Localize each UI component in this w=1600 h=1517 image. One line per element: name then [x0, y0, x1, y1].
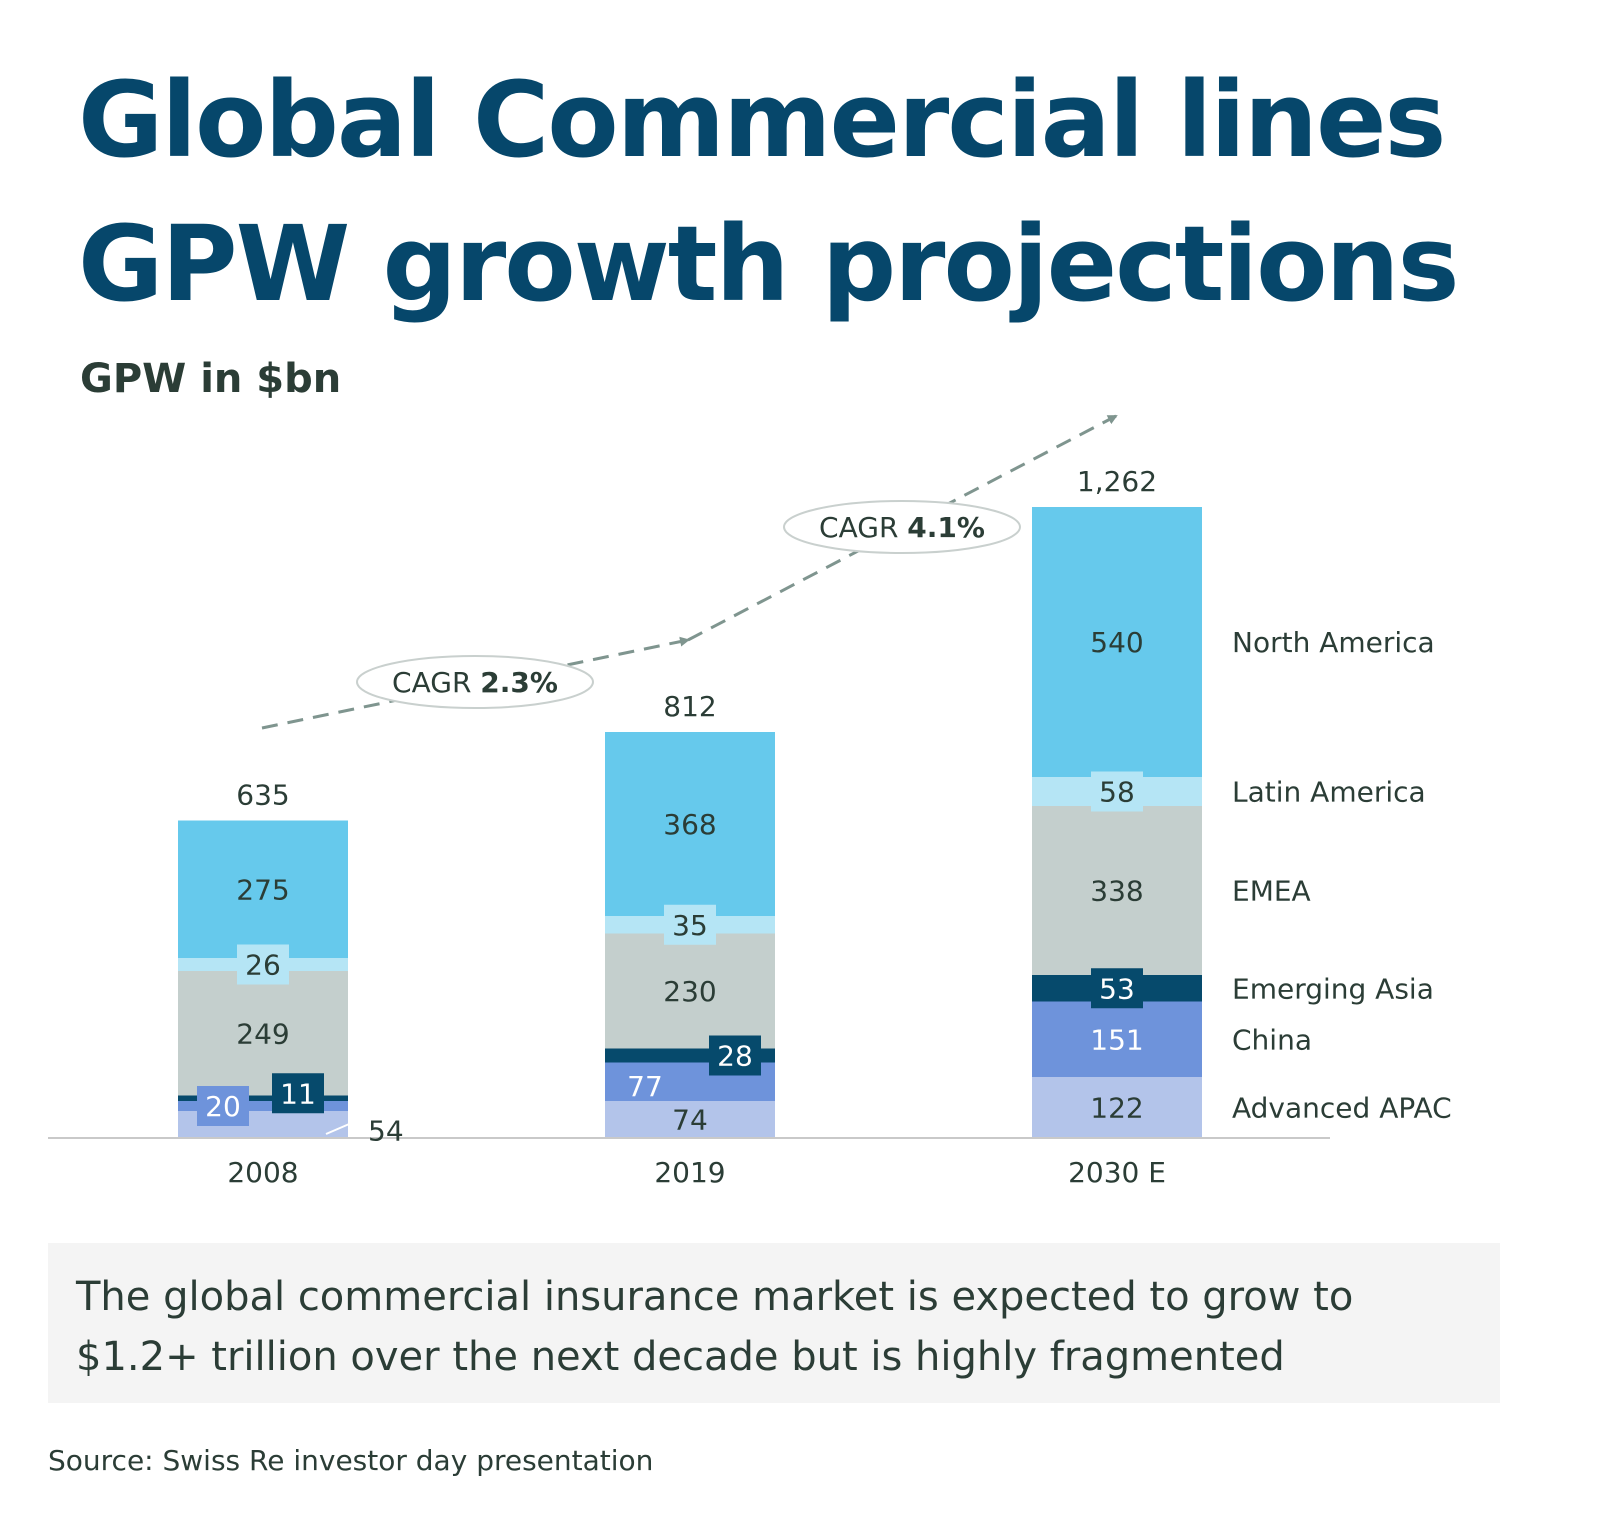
value-label-2030-e-north-america: 540	[1090, 626, 1143, 659]
value-label-box-2030-e-latin-america	[1091, 771, 1143, 812]
x-tick-label-2030-e: 2030 E	[1068, 1156, 1166, 1189]
title-line-2: GPW growth projections	[78, 203, 1460, 325]
cagr-label-1: CAGR 2.3%	[392, 666, 558, 699]
total-label-2019: 812	[663, 690, 716, 723]
bar-segment-2008-emerging-asia	[178, 1095, 348, 1101]
legend-item-china: China	[1232, 1023, 1312, 1056]
total-label-2008: 635	[236, 779, 289, 812]
value-label-2030-e-advanced-apac: 122	[1090, 1092, 1143, 1125]
value-label-box-2030-e-emerging-asia	[1091, 968, 1143, 1009]
total-label-2030-e: 1,262	[1077, 465, 1157, 498]
bars	[178, 507, 1202, 1138]
value-label-2008-latin-america: 26	[245, 949, 281, 982]
value-label-2019-emea: 230	[663, 975, 716, 1008]
legend-item-latin-america: Latin America	[1232, 776, 1426, 809]
value-label-2019-advanced-apac: 74	[672, 1104, 708, 1137]
bar-segment-2019-emea	[605, 933, 775, 1049]
cagr-bubble-1	[356, 655, 594, 709]
bar-segment-2008-china	[178, 1101, 348, 1111]
legend-item-north-america: North America	[1232, 626, 1435, 659]
cagr-bubble-2	[783, 500, 1021, 554]
x-tick-label-2008: 2008	[227, 1156, 298, 1189]
value-label-2030-e-latin-america: 58	[1099, 776, 1135, 809]
bar-segment-2019-north-america	[605, 732, 775, 916]
bar-segment-2019-advanced-apac	[605, 1101, 775, 1138]
bar-segment-2030-e-emea	[1032, 806, 1202, 975]
chart-subtitle: GPW in $bn	[80, 356, 342, 402]
value-label-box-2019-emerging-asia	[709, 1035, 761, 1076]
value-label-2019-north-america: 368	[663, 808, 716, 841]
cagr-label-2: CAGR 4.1%	[819, 511, 985, 544]
value-label-2030-e-emerging-asia: 53	[1099, 972, 1135, 1005]
value-label-2030-e-china: 151	[1090, 1023, 1143, 1056]
title-line-1: Global Commercial lines	[78, 59, 1446, 181]
value-label-2008-emea: 249	[236, 1017, 289, 1050]
legend-item-emea: EMEA	[1232, 875, 1311, 908]
value-label-2008-emerging-asia: 11	[280, 1077, 316, 1110]
value-label-box-2008-latin-america	[237, 944, 289, 985]
value-label-box-2008-china	[197, 1086, 249, 1126]
value-label-2019-emerging-asia: 28	[717, 1040, 753, 1073]
value-label-2030-e-emea: 338	[1090, 875, 1143, 908]
page-title: Global Commercial lines GPW growth proje…	[78, 48, 1558, 336]
value-label-box-2019-latin-america	[664, 904, 716, 945]
bar-segment-2030-e-china	[1032, 1001, 1202, 1077]
x-tick-label-2019: 2019	[654, 1156, 725, 1189]
value-label-2008-china: 20	[205, 1090, 241, 1123]
value-label-2008-advanced-apac: 54	[368, 1115, 404, 1148]
bar-segment-2030-e-advanced-apac	[1032, 1077, 1202, 1138]
leader-line-2008-advanced-apac	[325, 1117, 363, 1135]
summary-text: The global commercial insurance market i…	[76, 1274, 1354, 1380]
value-label-box-2008-emerging-asia	[272, 1073, 324, 1114]
source-note: Source: Swiss Re investor day presentati…	[48, 1444, 654, 1477]
value-label-2008-north-america: 275	[236, 873, 289, 906]
legend-item-advanced-apac: Advanced APAC	[1232, 1092, 1452, 1125]
bar-segment-2008-north-america	[178, 820, 348, 958]
value-label-2019-china: 77	[627, 1070, 663, 1103]
summary-callout: The global commercial insurance market i…	[48, 1243, 1500, 1403]
legend-item-emerging-asia: Emerging Asia	[1232, 972, 1434, 1005]
bar-segment-2030-e-north-america	[1032, 507, 1202, 777]
value-label-2019-latin-america: 35	[672, 909, 708, 942]
